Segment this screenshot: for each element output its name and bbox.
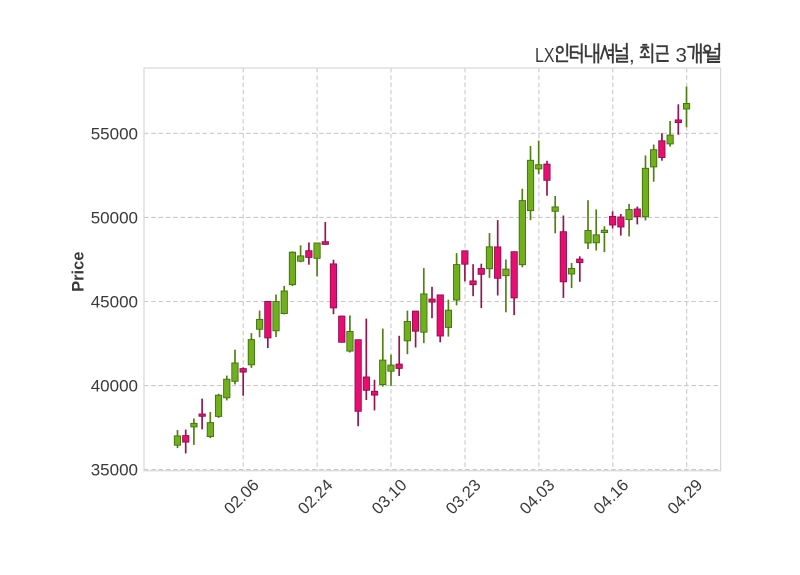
svg-text:3: 3 — [676, 44, 687, 67]
svg-text:04.16: 04.16 — [590, 476, 632, 518]
svg-text:,: , — [629, 44, 635, 67]
svg-text:03.10: 03.10 — [369, 476, 411, 518]
svg-text:45000: 45000 — [91, 293, 138, 312]
svg-text:Price: Price — [70, 252, 88, 292]
svg-text:LX: LX — [535, 44, 555, 67]
svg-text:35000: 35000 — [91, 461, 138, 480]
svg-text:03.23: 03.23 — [443, 476, 485, 518]
svg-text:04.03: 04.03 — [517, 476, 559, 518]
svg-text:50000: 50000 — [91, 208, 138, 227]
svg-text:02.24: 02.24 — [295, 476, 337, 518]
svg-text:02.06: 02.06 — [221, 476, 263, 518]
svg-text:55000: 55000 — [91, 124, 138, 143]
svg-text:40000: 40000 — [91, 377, 138, 396]
svg-text:04.29: 04.29 — [664, 476, 706, 518]
